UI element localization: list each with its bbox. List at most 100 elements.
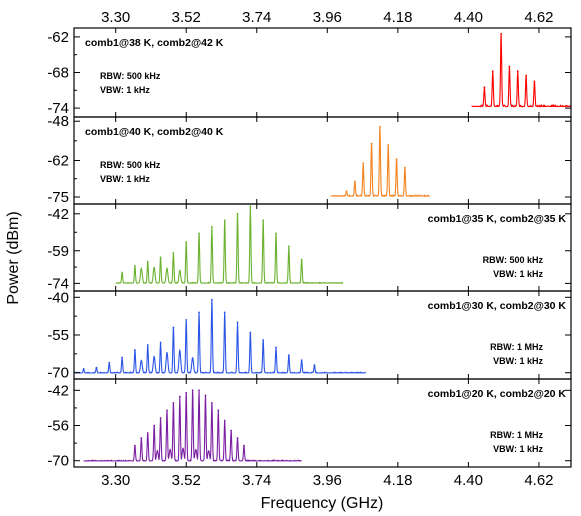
peak-point xyxy=(353,180,356,183)
peak-point xyxy=(146,432,149,434)
vbw-label: VBW: 1 kHz xyxy=(100,174,150,184)
panel-3: -42 -59 -74 comb1@35 K, comb2@35 K RBW: 500 … xyxy=(47,203,572,292)
peak-point xyxy=(395,158,398,160)
peak-point xyxy=(387,144,390,146)
panels: -62 -68 -74 comb1@38 K, comb2@42 K RBW: 500 … xyxy=(47,27,572,470)
peak-point xyxy=(500,33,502,35)
x-axis-label: Frequency (GHz) xyxy=(261,495,384,512)
peak-point xyxy=(185,319,188,321)
peak-point xyxy=(172,401,175,404)
peak-point xyxy=(159,256,162,259)
panel-title: comb1@40 K, comb2@40 K xyxy=(85,126,224,138)
peak-point xyxy=(249,205,252,208)
peak-point xyxy=(108,361,111,364)
y-tick-label: -56 xyxy=(47,418,69,435)
x-tick-label: 4.18 xyxy=(383,472,412,489)
series-line-4 xyxy=(74,299,367,374)
rbw-label: RBW: 500 kHz xyxy=(483,255,544,265)
panel-2: -48 -62 -75 comb1@40 K, comb2@40 K RBW: 500 … xyxy=(47,113,572,206)
peak-point xyxy=(198,232,200,235)
peak-point xyxy=(525,74,528,77)
peak-point xyxy=(236,321,239,324)
peak-point xyxy=(146,260,149,263)
peak-point xyxy=(166,409,168,412)
peak-point xyxy=(483,86,486,89)
peak-point xyxy=(191,389,194,392)
peak-point xyxy=(210,225,213,228)
x-tick-label-top: 4.62 xyxy=(524,9,553,26)
peak-point xyxy=(121,356,123,359)
peak-point xyxy=(275,346,277,349)
peak-point xyxy=(300,359,303,362)
peak-point xyxy=(287,354,290,357)
y-tick-label: -42 xyxy=(47,382,69,399)
peak-point xyxy=(223,219,226,222)
peak-point xyxy=(204,394,207,397)
y-tick-label: -48 xyxy=(47,113,69,130)
panel-title: comb1@35 K, comb2@35 K xyxy=(428,213,567,225)
y-tick-label: -55 xyxy=(47,327,69,344)
rbw-label: RBW: 1 MHz xyxy=(490,342,543,352)
series-line-1 xyxy=(471,33,571,108)
peak-point xyxy=(159,341,162,344)
y-tick-label: -68 xyxy=(47,65,69,82)
panel-4: -40 -55 -70 comb1@30 K, comb2@30 K RBW: 1 MH… xyxy=(47,289,572,382)
x-tick-label-top: 3.30 xyxy=(101,9,130,26)
peak-point xyxy=(262,219,265,222)
x-tick-label: 3.74 xyxy=(242,472,271,489)
panel-title: comb1@38 K, comb2@42 K xyxy=(85,37,224,49)
panel-1: -62 -68 -74 comb1@38 K, comb2@42 K RBW: 500 … xyxy=(47,27,572,118)
y-tick-label: -40 xyxy=(47,289,69,306)
y-tick-label: -70 xyxy=(47,365,69,382)
peak-point xyxy=(153,424,156,427)
rbw-label: RBW: 500 kHz xyxy=(100,71,161,81)
x-tick-label: 3.52 xyxy=(172,472,201,489)
y-tick-label: -74 xyxy=(47,275,69,292)
peak-point xyxy=(140,437,143,439)
peak-point xyxy=(172,326,175,329)
peak-point xyxy=(95,366,98,369)
peak-point xyxy=(275,232,277,235)
vbw-label: VBW: 1 kHz xyxy=(493,444,543,454)
x-tick-label: 3.96 xyxy=(313,472,342,489)
peak-point xyxy=(230,429,233,432)
x-tick-label-top: 3.96 xyxy=(313,9,342,26)
peak-point xyxy=(146,344,149,346)
y-tick-label: -70 xyxy=(47,453,69,470)
peak-point xyxy=(516,70,519,73)
peak-point xyxy=(172,252,175,254)
series-line-2 xyxy=(330,126,430,197)
x-tick-label-top: 3.74 xyxy=(242,9,271,26)
peak-point xyxy=(159,417,162,419)
x-tick-label: 4.40 xyxy=(454,472,483,489)
peak-point xyxy=(362,162,365,165)
y-tick-label: -62 xyxy=(47,153,69,170)
series-line-3 xyxy=(115,205,344,284)
peak-point xyxy=(287,245,290,248)
series-line-5 xyxy=(83,389,302,462)
x-tick-label: 4.62 xyxy=(524,472,553,489)
peak-point xyxy=(82,368,85,370)
peak-point xyxy=(217,409,220,412)
peak-point xyxy=(121,271,123,274)
peak-point xyxy=(249,331,252,334)
peak-point xyxy=(345,190,348,193)
y-tick-label: -62 xyxy=(47,29,69,46)
peak-point xyxy=(223,311,226,314)
peak-point xyxy=(210,401,213,404)
peak-point xyxy=(236,437,239,439)
peak-point xyxy=(134,444,136,447)
peak-point xyxy=(404,166,406,169)
peak-point xyxy=(378,125,381,128)
panel-title: comb1@30 K, comb2@30 K xyxy=(428,300,567,312)
peak-point xyxy=(198,389,200,392)
x-tick-label-top: 4.18 xyxy=(383,9,412,26)
y-tick-label: -74 xyxy=(47,100,69,117)
peak-point xyxy=(178,395,181,398)
peak-point xyxy=(262,339,265,341)
vbw-label: VBW: 1 kHz xyxy=(100,85,150,95)
vbw-label: VBW: 1 kHz xyxy=(493,356,543,366)
y-axis-label: Power (dBm) xyxy=(5,211,22,304)
x-axis: 3.30 3.30 3.52 3.52 3.74 3.74 3.96 3.96 4.18 4.18… xyxy=(101,9,553,489)
